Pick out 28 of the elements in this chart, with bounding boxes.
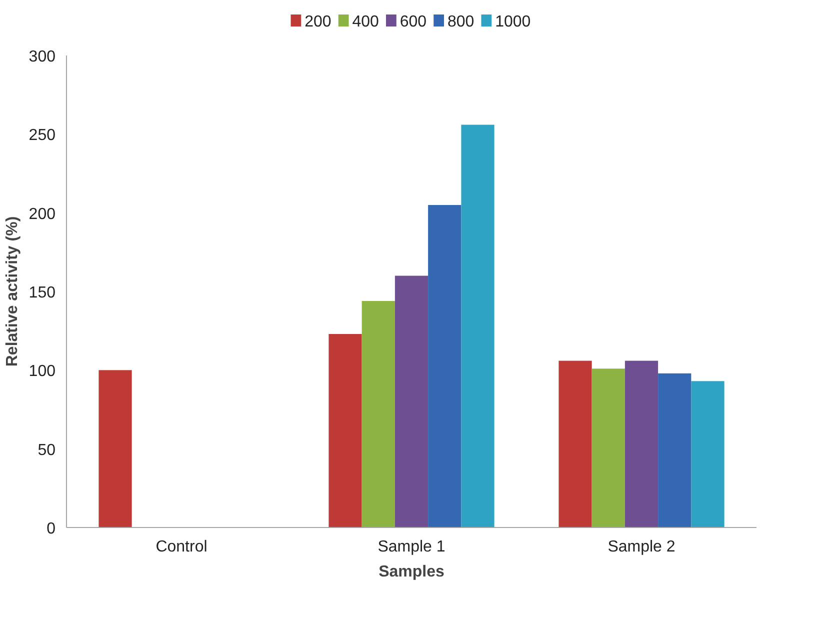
bar (558, 360, 592, 528)
x-tick-label: Sample 1 (378, 538, 446, 556)
legend-label: 200 (304, 14, 332, 30)
legend-label: 1000 (495, 14, 531, 30)
bar (461, 124, 494, 528)
bar (691, 381, 724, 528)
y-tick-label: 200 (28, 206, 56, 223)
y-tick-label: 100 (28, 363, 56, 380)
y-tick-label: 250 (28, 127, 56, 144)
legend-label: 600 (400, 14, 427, 30)
legend-label: 800 (447, 14, 474, 30)
bar (658, 373, 692, 528)
bar (592, 368, 625, 528)
bar (394, 276, 428, 528)
legend-label: 400 (352, 14, 380, 30)
bar (428, 204, 462, 528)
bar (624, 360, 658, 528)
x-tick-label: Control (156, 538, 208, 556)
y-tick-label: 50 (38, 442, 56, 459)
x-axis-title: Samples (378, 564, 445, 580)
y-tick-label: 0 (46, 520, 56, 538)
y-tick-label: 150 (28, 284, 56, 302)
bar (98, 370, 132, 528)
bar (362, 300, 395, 528)
x-tick-label: Sample 2 (608, 538, 676, 556)
bar (328, 334, 362, 528)
y-axis-title: Relative activity (%) (4, 216, 21, 367)
y-tick-label: 300 (28, 48, 56, 66)
